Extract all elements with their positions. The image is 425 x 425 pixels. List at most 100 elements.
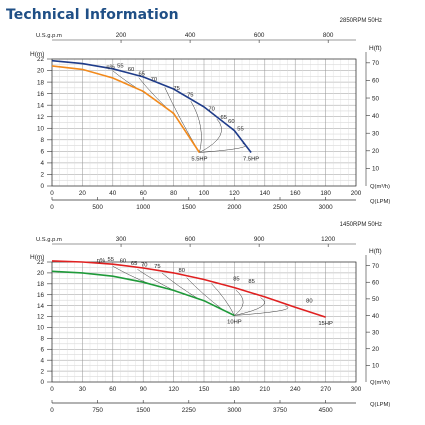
x-axis-label: Q(m³/h) xyxy=(370,184,390,190)
efficiency-curve xyxy=(199,118,222,153)
x2-tick-label: 1500 xyxy=(136,407,151,414)
efficiency-label: 65 xyxy=(138,71,144,77)
y2-tick-label: 70 xyxy=(372,60,380,67)
efficiency-curve xyxy=(234,297,265,316)
plot-frame xyxy=(51,261,357,383)
efficiency-curve xyxy=(186,277,224,311)
y-tick-label: 16 xyxy=(37,91,45,98)
x2-tick-label: 500 xyxy=(92,204,103,211)
y-tick-label: 6 xyxy=(40,346,44,353)
efficiency-label: 75 xyxy=(173,86,179,92)
y2-tick-label: 20 xyxy=(372,148,380,155)
x-tick-label: 100 xyxy=(199,190,210,197)
series-line-15hp xyxy=(51,260,326,318)
y2-tick-label: 50 xyxy=(372,296,380,303)
efficiency-label: 60 xyxy=(120,259,126,265)
x3-tick-label: 400 xyxy=(185,32,196,39)
y-tick-label: 22 xyxy=(37,56,45,63)
y-tick-label: 10 xyxy=(37,125,45,132)
y-tick-label: 10 xyxy=(37,325,45,332)
x3-tick-label: 1200 xyxy=(321,236,336,243)
y2-tick-label: 40 xyxy=(372,113,380,120)
x2-tick-label: 3000 xyxy=(319,204,334,211)
series-label: 5.5HP xyxy=(191,157,207,163)
y2-tick-label: 60 xyxy=(372,78,380,85)
efficiency-label: 85 xyxy=(248,279,254,285)
efficiency-label: 70 xyxy=(151,77,157,83)
efficiency-label: 55 xyxy=(237,126,243,132)
y2-axis-label: H(ft) xyxy=(369,45,382,52)
x-tick-label: 80 xyxy=(170,190,178,197)
y2-tick-label: 30 xyxy=(372,131,380,138)
x2-tick-label: 2250 xyxy=(182,407,197,414)
grid xyxy=(51,58,357,187)
x3-tick-label: 600 xyxy=(254,32,265,39)
y2-tick-label: 50 xyxy=(372,95,380,102)
x-tick-label: 240 xyxy=(290,386,301,393)
x-tick-label: 120 xyxy=(168,386,179,393)
efficiency-curve xyxy=(190,101,202,153)
x-tick-label: 140 xyxy=(260,190,271,197)
x-tick-label: 150 xyxy=(199,386,210,393)
efficiency-label: 60 xyxy=(128,67,134,73)
efficiency-label: 80 xyxy=(306,299,312,305)
x3-tick-label: 600 xyxy=(185,236,196,243)
efficiency-label: 65 xyxy=(221,115,227,121)
y-tick-label: 18 xyxy=(37,79,45,86)
x-tick-label: 270 xyxy=(320,386,331,393)
y2-tick-label: 70 xyxy=(372,263,380,270)
plot-frame xyxy=(51,58,357,187)
efficiency-label: 80 xyxy=(178,268,184,274)
y-tick-label: 16 xyxy=(37,292,45,299)
x-tick-label: 30 xyxy=(79,386,87,393)
x2-tick-label: 750 xyxy=(92,407,103,414)
y-tick-label: 0 xyxy=(40,379,44,386)
y-axis-label: H(m) xyxy=(30,254,44,261)
efficiency-curve xyxy=(234,305,289,316)
x3-tick-label: 900 xyxy=(254,236,265,243)
y-tick-label: 12 xyxy=(37,114,45,121)
x2-axis-label: Q(LPM) xyxy=(370,402,390,408)
y-tick-label: 18 xyxy=(37,281,45,288)
x-tick-label: 210 xyxy=(260,386,271,393)
series-line-75hp xyxy=(51,59,252,153)
y-tick-label: 20 xyxy=(37,270,45,277)
x2-tick-label: 3750 xyxy=(273,407,288,414)
x2-tick-label: 0 xyxy=(50,407,54,414)
y2-tick-label: 20 xyxy=(372,346,380,353)
x-tick-label: 0 xyxy=(50,190,54,197)
efficiency-label: 75 xyxy=(154,264,160,270)
efficiency-hatching xyxy=(112,70,247,153)
y-tick-label: 4 xyxy=(40,357,44,364)
x-tick-label: 60 xyxy=(140,190,148,197)
x-tick-label: 200 xyxy=(351,190,362,197)
x2-tick-label: 1000 xyxy=(136,204,151,211)
y2-tick-label: 40 xyxy=(372,313,380,320)
y-tick-label: 22 xyxy=(37,259,45,266)
y-tick-label: 14 xyxy=(37,102,45,109)
efficiency-symbol: η% xyxy=(106,64,114,70)
x3-tick-label: 200 xyxy=(116,32,127,39)
y2-tick-label: 60 xyxy=(372,280,380,287)
x-tick-label: 180 xyxy=(320,190,331,197)
y-tick-label: 20 xyxy=(37,68,45,75)
y-tick-label: 8 xyxy=(40,336,44,343)
efficiency-label: 65 xyxy=(131,261,137,267)
y2-tick-label: 30 xyxy=(372,329,380,336)
efficiency-label: 75 xyxy=(187,92,193,98)
efficiency-curve xyxy=(234,289,244,316)
efficiency-curve xyxy=(164,87,200,153)
x-tick-label: 160 xyxy=(290,190,301,197)
series-label: 10HP xyxy=(227,319,242,325)
chart-2850rpm: 2850RPM 50Hz H(m) 0 2 4 6 8 10 12 14 16 18 20 22 H(ft)… xyxy=(30,18,390,211)
x3-axis-label: U.S.g.p.m xyxy=(36,33,62,39)
y-tick-label: 2 xyxy=(40,172,44,179)
efficiency-label: 55 xyxy=(117,63,123,69)
x-tick-label: 120 xyxy=(229,190,240,197)
chart-1450rpm: 1450RPM 50Hz H(m) 0 2 4 6 8 10 12 14 16 18 20 22 H(ft)… xyxy=(30,222,390,414)
x-tick-label: 40 xyxy=(109,190,117,197)
y-tick-label: 12 xyxy=(37,314,45,321)
x3-tick-label: 300 xyxy=(116,236,127,243)
x2-tick-label: 4500 xyxy=(319,407,334,414)
page-title: Technical Information xyxy=(6,7,179,23)
